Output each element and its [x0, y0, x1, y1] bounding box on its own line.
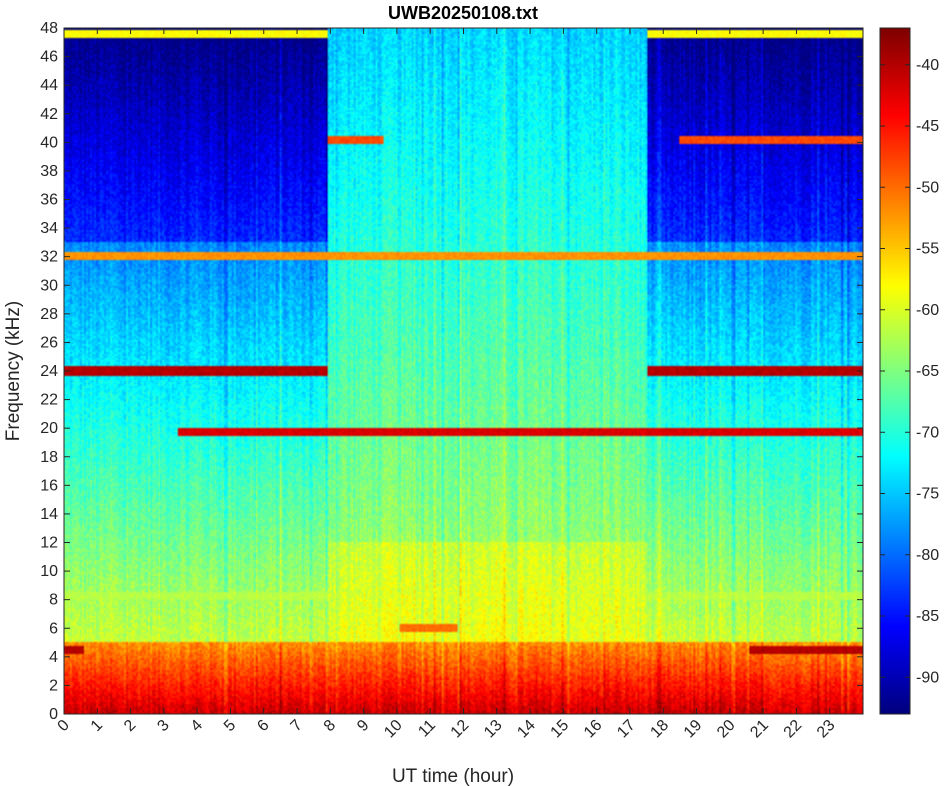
x-tick-label: 5: [221, 717, 239, 735]
x-tick-label: 11: [415, 717, 439, 741]
colorbar-tick-label: -85: [916, 608, 939, 625]
y-tick-label: 0: [49, 706, 58, 723]
y-tick-label: 48: [40, 20, 58, 37]
x-tick-label: 4: [188, 717, 206, 735]
y-tick-label: 26: [40, 334, 58, 351]
colorbar-tick-label: -50: [916, 179, 939, 196]
colorbar-tick-label: -45: [916, 118, 939, 135]
x-tick-label: 7: [288, 717, 306, 735]
x-tick-label: 6: [254, 717, 272, 735]
y-tick-label: 40: [40, 134, 58, 151]
colorbar: -40 -45 -50 -55 -60 -65 -70 -75 -80 -85 -90: [879, 27, 939, 715]
x-axis-label: UT time (hour): [392, 766, 514, 786]
x-tick-label: 10: [381, 717, 406, 742]
y-tick-label: 4: [49, 649, 58, 666]
chart-title: UWB20250108.txt: [388, 3, 538, 23]
x-tick-label: 14: [514, 717, 539, 742]
x-tick-label: 9: [354, 717, 372, 735]
x-tick-label: 17: [614, 717, 639, 742]
y-tick-label: 6: [49, 620, 58, 637]
colorbar-tick-label: -75: [916, 486, 939, 503]
y-tick-label: 20: [40, 420, 58, 437]
y-tick-label: 10: [40, 563, 58, 580]
y-tick-label: 34: [40, 220, 58, 237]
y-tick-label: 8: [49, 592, 58, 609]
colorbar-tick-label: -55: [916, 241, 939, 258]
x-tick-label: 15: [548, 717, 573, 742]
x-tick-label: 22: [781, 717, 806, 742]
x-tick-label: 1: [88, 717, 106, 735]
y-axis-label: Frequency (kHz): [3, 301, 24, 441]
colorbar-tick-label: -65: [916, 363, 939, 380]
y-tick-label: 16: [40, 477, 58, 494]
y-tick-label: 18: [40, 449, 58, 466]
x-tick-label: 19: [681, 717, 706, 742]
y-tick-label: 2: [49, 677, 58, 694]
x-tick-label: 8: [321, 717, 339, 735]
colorbar-tick-label: -70: [916, 424, 939, 441]
y-tick-label: 36: [40, 192, 58, 209]
colorbar-tick-label: -40: [916, 57, 939, 74]
x-tick-label: 20: [714, 717, 739, 742]
y-tick-label: 38: [40, 163, 58, 180]
x-tick-label: 3: [154, 717, 172, 735]
y-tick-label: 42: [40, 106, 58, 123]
y-tick-label: 30: [40, 277, 58, 294]
plot-area: [63, 27, 864, 715]
heatmap-image: [64, 28, 863, 714]
y-tick-label: 14: [40, 506, 58, 523]
colorbar-tick-label: -80: [916, 547, 939, 564]
x-tick-label: 21: [747, 717, 772, 742]
y-axis: 0246810121416182022242628303234363840424…: [40, 20, 863, 723]
x-tick-label: 23: [814, 717, 839, 742]
y-tick-label: 44: [40, 77, 58, 94]
colorbar-tick-label: -90: [916, 669, 939, 686]
x-tick-label: 16: [581, 717, 606, 742]
y-tick-label: 46: [40, 49, 58, 66]
y-tick-label: 32: [40, 249, 58, 266]
x-tick-label: 18: [647, 717, 672, 742]
colorbar-tick-label: -60: [916, 302, 939, 319]
y-tick-label: 24: [40, 363, 58, 380]
y-tick-label: 22: [40, 392, 58, 409]
y-tick-label: 28: [40, 306, 58, 323]
colorbar-ticks: -40 -45 -50 -55 -60 -65 -70 -75 -80 -85 -90: [880, 57, 939, 686]
x-tick-label: 13: [481, 717, 506, 742]
x-tick-label: 12: [448, 717, 473, 742]
x-tick-label: 2: [121, 717, 139, 735]
y-tick-label: 12: [40, 535, 58, 552]
